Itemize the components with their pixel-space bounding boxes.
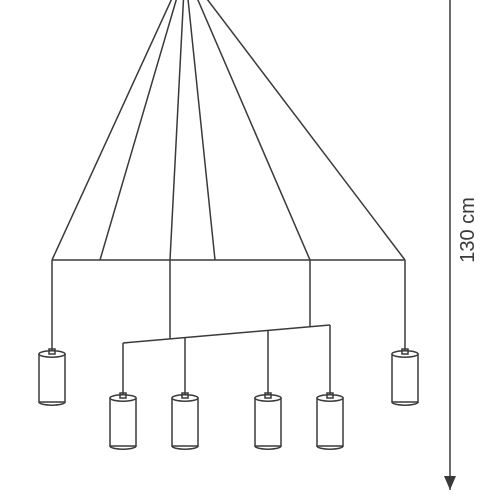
- dimension-height: 130 cm: [443, 0, 479, 490]
- sub-bar: [123, 325, 330, 343]
- outer-pendants: [39, 260, 418, 405]
- inner-pendants: [110, 325, 343, 449]
- pendant-lamp-diagram: [39, 0, 418, 449]
- suspension-cords: [52, 0, 405, 260]
- sub-bar-assembly: [123, 260, 330, 343]
- dimension-height-label: 130 cm: [457, 197, 479, 263]
